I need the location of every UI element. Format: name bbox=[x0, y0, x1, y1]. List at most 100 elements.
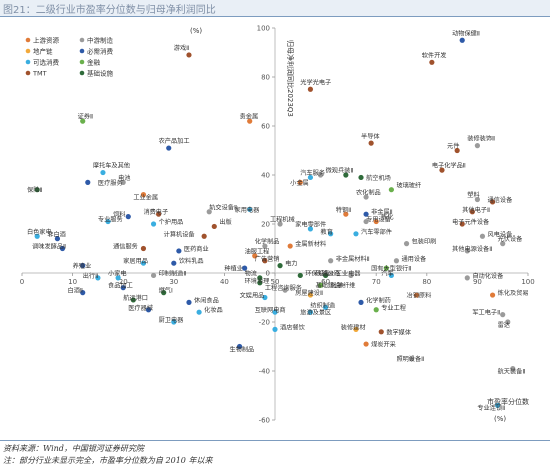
data-label: 动物保健Ⅱ bbox=[452, 29, 480, 37]
x-tick-label: 30 bbox=[169, 278, 178, 286]
data-label: 非金属Ⅱ bbox=[371, 208, 393, 216]
data-label: 家居用品 bbox=[123, 257, 148, 265]
data-label: 元件 bbox=[447, 142, 459, 150]
data-label: 个护用品 bbox=[159, 218, 184, 226]
data-point bbox=[378, 329, 384, 335]
data-label: 油服工程 bbox=[245, 247, 270, 255]
data-label: 炼化及贸易 bbox=[498, 289, 529, 297]
data-label: 煤炭开采 bbox=[371, 341, 396, 349]
data-point bbox=[247, 118, 253, 124]
data-label: 厨卫电器 bbox=[159, 316, 185, 324]
data-point bbox=[272, 326, 278, 332]
data-label: 电子化学品Ⅱ bbox=[432, 162, 466, 170]
data-point bbox=[262, 243, 268, 249]
data-label: 环保设备Ⅱ bbox=[305, 269, 333, 277]
data-label: 特钢Ⅱ bbox=[336, 206, 351, 214]
data-label: 休闲食品 bbox=[194, 296, 219, 304]
data-point bbox=[150, 221, 157, 227]
footnote: 注：部分行业未显示完全，市盈率分位数为自 2010 年以来 bbox=[3, 456, 213, 465]
data-point bbox=[439, 167, 445, 173]
data-label: 工程咨询服务 bbox=[265, 284, 302, 292]
legend-marker bbox=[79, 70, 85, 76]
data-point bbox=[323, 272, 329, 279]
data-label: 白酒Ⅱ bbox=[68, 287, 83, 295]
data-label: 自动化设备 bbox=[472, 272, 504, 280]
data-label: 证券Ⅱ bbox=[78, 113, 93, 121]
data-label: 环境治理 bbox=[245, 277, 270, 285]
x-tick-label: 40 bbox=[220, 278, 229, 286]
y-tick-label: -20 bbox=[259, 319, 270, 327]
legend-label: 上游资源 bbox=[33, 36, 60, 45]
data-point bbox=[307, 86, 314, 92]
data-point bbox=[140, 192, 147, 198]
data-point bbox=[388, 187, 394, 193]
y-tick-label: 60 bbox=[261, 123, 270, 131]
figure-title-bar: 图21：二级行业市盈率分位数与归母净利润同比 bbox=[0, 0, 550, 17]
data-label: 工程机械 bbox=[270, 216, 295, 224]
data-point bbox=[388, 272, 394, 279]
data-label: 装修建材 bbox=[341, 323, 366, 331]
data-label: 农产品加工 bbox=[159, 137, 190, 145]
data-label: 通信服务 bbox=[113, 243, 138, 251]
data-label: 饮料乳品 bbox=[179, 257, 204, 265]
data-point bbox=[130, 297, 136, 303]
data-point bbox=[479, 233, 486, 239]
data-point bbox=[206, 209, 212, 215]
data-point bbox=[363, 218, 369, 225]
data-point bbox=[373, 218, 379, 225]
data-point bbox=[201, 233, 207, 239]
data-label: 贵金属 bbox=[240, 113, 259, 121]
data-label: 光学光电子 bbox=[300, 78, 331, 86]
legend-marker bbox=[79, 48, 85, 54]
data-point bbox=[353, 231, 359, 237]
data-label: 印制制造Ⅱ bbox=[159, 269, 187, 277]
legend-marker bbox=[79, 59, 85, 65]
data-point bbox=[414, 292, 420, 298]
data-point bbox=[171, 319, 177, 325]
data-label: 农化制品 bbox=[356, 189, 381, 197]
data-point bbox=[363, 341, 369, 347]
data-label: 数字媒体 bbox=[386, 328, 412, 336]
legend-label: 中游制造 bbox=[87, 36, 114, 45]
data-label: 其他电子Ⅱ bbox=[462, 206, 490, 214]
data-label: 工业电器 bbox=[336, 269, 362, 277]
data-point bbox=[393, 258, 400, 264]
x-tick-label: 80 bbox=[422, 278, 431, 286]
data-point bbox=[358, 174, 364, 181]
data-point bbox=[459, 221, 465, 227]
data-point bbox=[236, 343, 243, 350]
data-point bbox=[145, 307, 152, 313]
data-point bbox=[328, 258, 334, 264]
legend-marker bbox=[79, 37, 85, 43]
footer-rule bbox=[0, 440, 550, 441]
data-label: 保险Ⅱ bbox=[27, 186, 42, 194]
data-point bbox=[150, 272, 157, 279]
data-label: 专业工程 bbox=[381, 304, 406, 312]
y-tick-label: 0 bbox=[266, 270, 270, 278]
data-label: 调味发酵品Ⅱ bbox=[32, 243, 66, 251]
x-tick-label: 10 bbox=[68, 278, 77, 286]
data-label: 物流 bbox=[245, 269, 257, 277]
data-point bbox=[277, 263, 283, 269]
data-point bbox=[34, 187, 40, 193]
data-label: 铁路公路 bbox=[315, 269, 341, 277]
data-label: 白色家电 bbox=[27, 228, 52, 236]
data-point bbox=[297, 272, 303, 279]
data-point bbox=[317, 172, 324, 178]
data-label: 电力 bbox=[285, 260, 297, 268]
data-point bbox=[510, 365, 516, 372]
data-label: 电子元件设备 bbox=[452, 218, 490, 226]
data-point bbox=[196, 309, 202, 315]
source-note: 资料来源：Wind，中国银河证券研究院 bbox=[3, 444, 144, 453]
data-label: 旅游及景区 bbox=[300, 309, 331, 317]
data-point bbox=[176, 248, 182, 254]
data-point bbox=[495, 402, 501, 408]
data-point bbox=[454, 147, 460, 154]
data-point bbox=[500, 241, 506, 247]
x-tick-label: 70 bbox=[372, 278, 381, 286]
data-point bbox=[409, 356, 415, 362]
data-point bbox=[297, 179, 303, 185]
data-label: 消费电子 bbox=[143, 208, 168, 216]
data-label: 食品加工 bbox=[108, 282, 133, 290]
